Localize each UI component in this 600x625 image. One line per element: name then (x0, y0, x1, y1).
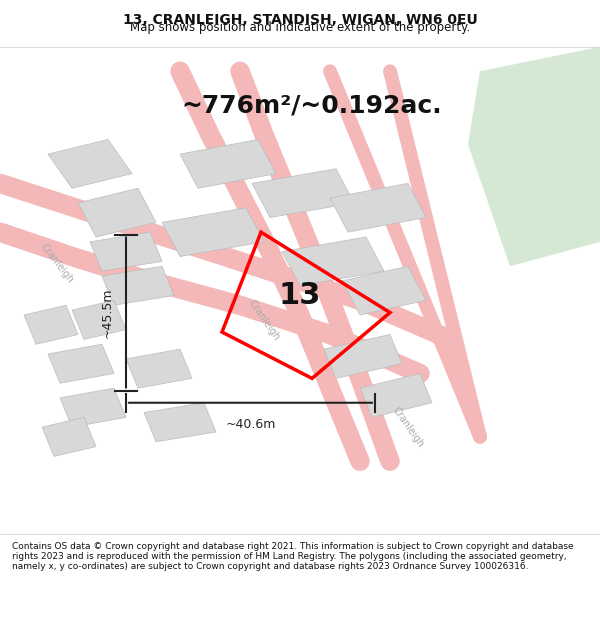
Polygon shape (48, 139, 132, 188)
Polygon shape (72, 301, 126, 339)
Polygon shape (282, 237, 384, 286)
Text: ~45.5m: ~45.5m (100, 288, 113, 338)
Text: Contains OS data © Crown copyright and database right 2021. This information is : Contains OS data © Crown copyright and d… (12, 542, 574, 571)
Text: 13, CRANLEIGH, STANDISH, WIGAN, WN6 0EU: 13, CRANLEIGH, STANDISH, WIGAN, WN6 0EU (122, 13, 478, 27)
Polygon shape (48, 344, 114, 383)
Polygon shape (360, 374, 432, 418)
Polygon shape (126, 349, 192, 388)
Polygon shape (162, 208, 264, 256)
Polygon shape (90, 232, 162, 271)
Text: Cranleigh: Cranleigh (38, 242, 76, 286)
Text: ~40.6m: ~40.6m (226, 418, 275, 431)
Polygon shape (252, 169, 354, 217)
Text: Map shows position and indicative extent of the property.: Map shows position and indicative extent… (130, 21, 470, 34)
Polygon shape (24, 305, 78, 344)
Polygon shape (144, 402, 216, 442)
Text: 13: 13 (279, 281, 321, 310)
Polygon shape (42, 418, 96, 456)
Polygon shape (342, 266, 426, 315)
Polygon shape (78, 188, 156, 237)
Polygon shape (324, 334, 402, 378)
Text: Cranleigh: Cranleigh (247, 298, 281, 342)
Text: ~776m²/~0.192ac.: ~776m²/~0.192ac. (182, 93, 442, 118)
Polygon shape (468, 47, 600, 266)
Text: Cranleigh: Cranleigh (391, 405, 425, 449)
Polygon shape (330, 183, 426, 232)
Polygon shape (102, 266, 174, 305)
Polygon shape (180, 139, 276, 188)
Polygon shape (60, 388, 126, 427)
